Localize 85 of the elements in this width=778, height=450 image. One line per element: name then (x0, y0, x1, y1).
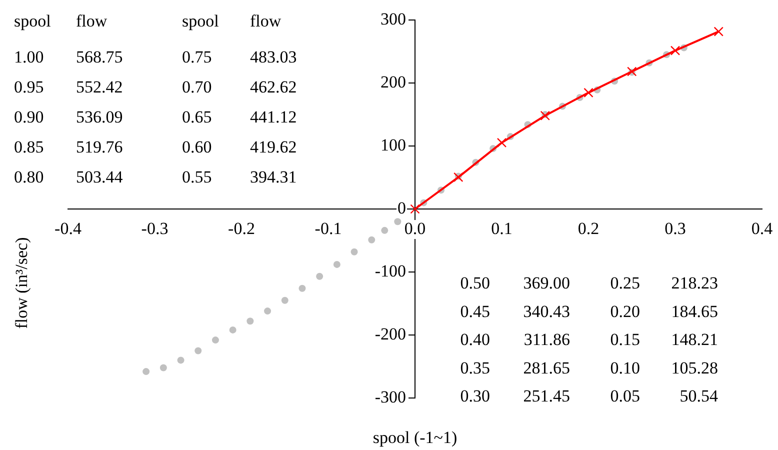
annotation: 0.10 (610, 358, 640, 378)
annotation: 0.50 (460, 273, 490, 292)
annotation: 419.62 (250, 137, 297, 156)
annotation: 0.25 (610, 273, 640, 292)
annotation: flow (250, 11, 282, 30)
text: spool (14, 11, 52, 30)
annotation: 251.45 (523, 386, 570, 406)
point (496, 138, 507, 148)
point (298, 284, 306, 292)
y-tick-label: 300 (380, 9, 406, 28)
point (454, 172, 464, 182)
y-tick-label: 0 (398, 198, 406, 218)
annotation: 503.44 (76, 167, 124, 186)
annotation: 483.03 (250, 47, 297, 66)
annotation: 218.23 (671, 273, 718, 292)
point (281, 296, 288, 304)
annotation: 340.43 (523, 302, 570, 321)
annotation: spool (182, 11, 220, 30)
annotation: 0.60 (182, 137, 212, 156)
annotation: 0.45 (460, 302, 490, 321)
annotation: 552.42 (76, 77, 123, 96)
text: 0.90 (14, 107, 44, 126)
annotation: flow (76, 11, 108, 30)
y-tick-label: -100 (374, 261, 406, 280)
annotation: 0.55 (182, 167, 212, 186)
y-tick-label: -200 (374, 324, 406, 344)
point (368, 236, 376, 244)
point (350, 248, 358, 256)
point (540, 110, 550, 120)
point (394, 218, 402, 226)
point (584, 88, 594, 98)
x-tick-label: -0.2 (228, 218, 255, 238)
point (194, 347, 202, 354)
annotation: 394.31 (250, 167, 297, 186)
annotation: 0.75 (182, 47, 212, 66)
x-tick-label: 0.0 (404, 218, 426, 238)
annotation: 536.09 (76, 107, 123, 126)
annotation: 311.86 (524, 330, 570, 350)
annotation: 0.30 (460, 386, 490, 406)
annotation: 50.54 (680, 386, 718, 406)
point (142, 368, 150, 376)
text: 1.00 (14, 47, 44, 66)
y-tick-label: -300 (374, 387, 406, 406)
annotation: 0.65 (182, 107, 212, 126)
annotation: 441.12 (250, 107, 297, 126)
annotation: 184.65 (671, 302, 718, 321)
annotation: 462.62 (250, 77, 297, 96)
point (381, 226, 388, 234)
point (333, 260, 340, 268)
x-tick-label: 0.3 (664, 218, 686, 238)
x-tick-label: -0.3 (141, 218, 168, 238)
text: 0.80 (14, 167, 44, 186)
y-axis-title: flow (in³/sec) (12, 237, 32, 329)
annotation: 0.40 (460, 330, 490, 350)
x-axis-title: spool (-1~1) (372, 428, 458, 448)
text: 0.95 (14, 77, 44, 96)
point (246, 318, 254, 325)
point (670, 46, 680, 56)
annotation: 281.65 (523, 358, 570, 378)
point (714, 26, 724, 36)
x-tick-label: 0.4 (751, 218, 774, 238)
annotation: 0.35 (460, 358, 490, 378)
text: 0.85 (14, 137, 44, 156)
x-tick-label: 0.1 (491, 218, 512, 238)
annotation: 0.15 (610, 330, 640, 350)
x-tick-label: -0.4 (54, 218, 82, 238)
y-tick-label: 200 (380, 72, 406, 92)
x-tick-label: -0.1 (314, 218, 342, 238)
point (177, 356, 184, 364)
y-tick-label: 100 (380, 135, 406, 154)
point (212, 336, 219, 344)
point (229, 326, 236, 334)
point (316, 272, 324, 280)
annotation: 568.75 (76, 47, 123, 66)
annotation: 148.21 (671, 330, 718, 350)
point (160, 364, 167, 372)
x-tick-label: 0.2 (578, 218, 600, 238)
annotation: 369.00 (523, 273, 570, 292)
annotation: 0.70 (182, 77, 212, 96)
annotation: 0.20 (610, 302, 640, 321)
annotation: 0.05 (610, 386, 640, 406)
annotation: 519.76 (76, 137, 123, 156)
annotation: 105.28 (671, 358, 718, 378)
point (410, 204, 420, 214)
point (264, 308, 272, 315)
